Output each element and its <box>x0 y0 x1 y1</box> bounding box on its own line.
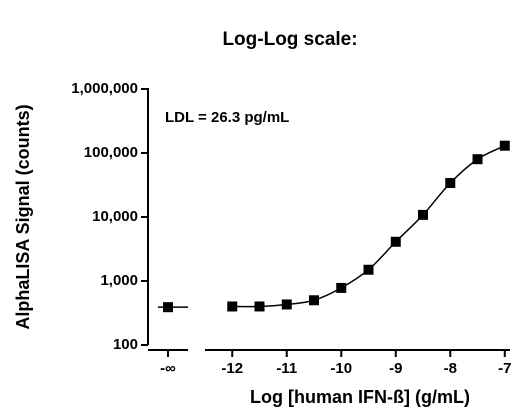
marker <box>281 299 292 310</box>
x-tick-label: -11 <box>276 360 297 377</box>
annotation: LDL = 26.3 pg/mL <box>165 109 289 126</box>
x-tick-label: -9 <box>389 360 402 377</box>
x-tick-label: -8 <box>444 360 457 377</box>
x-tick-label: -7 <box>498 360 511 377</box>
y-tick-label: 100,000 <box>84 144 138 161</box>
marker <box>418 209 429 220</box>
marker <box>445 177 456 188</box>
chart-title: Log-Log scale: <box>222 29 357 50</box>
y-tick-label: 1,000 <box>100 272 138 289</box>
fit-curve <box>232 145 506 308</box>
marker <box>309 295 320 306</box>
marker <box>227 301 238 312</box>
marker <box>363 264 374 275</box>
marker <box>163 302 173 313</box>
y-tick-label: 100 <box>113 336 138 353</box>
marker <box>472 154 483 165</box>
y-axis-label: AlphaLISA Signal (counts) <box>13 104 33 329</box>
x-tick-label: -12 <box>221 360 243 377</box>
marker <box>254 301 265 312</box>
marker <box>336 282 347 293</box>
x-tick-label: -∞ <box>160 360 176 377</box>
y-tick-label: 1,000,000 <box>71 80 138 97</box>
x-axis-label: Log [human IFN-ß] (g/mL) <box>250 387 470 407</box>
marker <box>499 140 510 151</box>
y-tick-label: 10,000 <box>92 208 138 225</box>
x-tick-label: -10 <box>330 360 352 377</box>
marker <box>390 236 401 247</box>
